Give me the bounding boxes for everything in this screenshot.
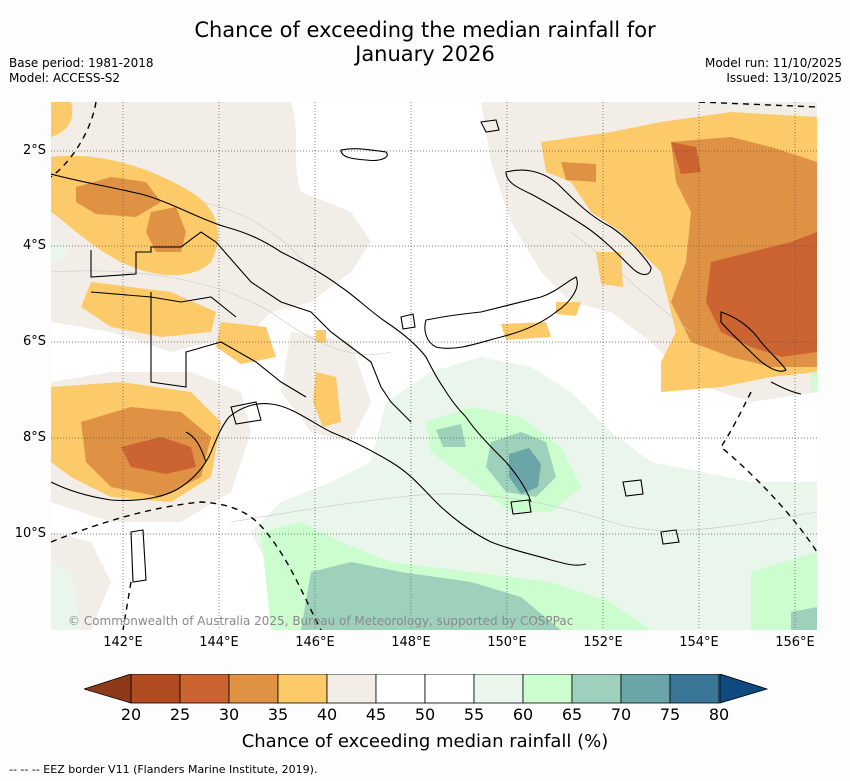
colorbar-cell — [424, 674, 475, 704]
colorbar-cell — [130, 674, 181, 704]
colorbar-tick-label: 20 — [120, 705, 142, 724]
y-tick-10s: 10°S — [14, 526, 46, 541]
colorbar-cell — [277, 674, 328, 704]
x-tick-156: 156°E — [775, 635, 815, 650]
base-period: Base period: 1981-2018 — [9, 56, 154, 70]
colorbar-tick-label: 75 — [659, 705, 681, 724]
colorbar-cells — [130, 674, 720, 704]
colorbar — [84, 674, 768, 704]
colorbar-tick-label: 55 — [463, 705, 485, 724]
x-tick-146: 146°E — [295, 635, 335, 650]
x-tick-142: 142°E — [103, 635, 143, 650]
map-title: Chance of exceeding the median rainfall … — [0, 18, 850, 66]
x-tick-144: 144°E — [199, 635, 239, 650]
band-70-75 — [509, 448, 541, 494]
title-line-1: Chance of exceeding the median rainfall … — [194, 18, 656, 42]
eez-borders — [51, 102, 817, 630]
colorbar-tick-label: 80 — [708, 705, 730, 724]
coastlines — [51, 119, 802, 583]
x-tick-150: 150°E — [487, 635, 527, 650]
colorbar-cell — [375, 674, 426, 704]
rainfall-map — [51, 102, 817, 630]
x-tick-148: 148°E — [391, 635, 431, 650]
y-tick-4s: 4°S — [22, 238, 46, 253]
colorbar-tick-label: 40 — [316, 705, 338, 724]
colorbar-tick-label: 65 — [561, 705, 583, 724]
meta-right: Model run: 11/10/2025 Issued: 13/10/2025 — [705, 56, 842, 86]
colorbar-tick-label: 50 — [414, 705, 436, 724]
contour-lines — [51, 201, 817, 531]
x-tick-154: 154°E — [679, 635, 719, 650]
band-25-30 — [121, 142, 817, 474]
colorbar-cell — [179, 674, 230, 704]
y-tick-6s: 6°S — [22, 334, 46, 349]
colorbar-cell — [473, 674, 524, 704]
colorbar-tick-label: 35 — [267, 705, 289, 724]
y-tick-8s: 8°S — [22, 430, 46, 445]
colorbar-cell — [326, 674, 377, 704]
colorbar-tick-label: 25 — [169, 705, 191, 724]
issued-date: Issued: 13/10/2025 — [726, 71, 842, 85]
copyright-credit: © Commonwealth of Australia 2025, Bureau… — [68, 614, 574, 628]
x-tick-152: 152°E — [583, 635, 623, 650]
model-run: Model run: 11/10/2025 — [704, 56, 842, 70]
colorbar-tick-label: 70 — [610, 705, 632, 724]
colorbar-tick-label: 60 — [512, 705, 534, 724]
colorbar-tick-label: 45 — [365, 705, 387, 724]
colorbar-tick-label: 30 — [218, 705, 240, 724]
colorbar-cell — [571, 674, 622, 704]
colorbar-cell — [669, 674, 720, 704]
meta-left: Base period: 1981-2018 Model: ACCESS-S2 — [9, 56, 154, 86]
colorbar-label: Chance of exceeding median rainfall (%) — [241, 731, 609, 752]
model-name: Model: ACCESS-S2 — [9, 71, 121, 85]
colorbar-under-arrow — [84, 674, 132, 704]
colorbar-over-arrow — [719, 674, 768, 704]
eez-legend: -- -- -- EEZ border V11 (Flanders Marine… — [9, 763, 318, 776]
colorbar-cell — [522, 674, 573, 704]
y-tick-2s: 2°S — [22, 143, 46, 158]
title-line-2: January 2026 — [355, 42, 495, 66]
colorbar-cell — [228, 674, 279, 704]
colorbar-cell — [620, 674, 671, 704]
